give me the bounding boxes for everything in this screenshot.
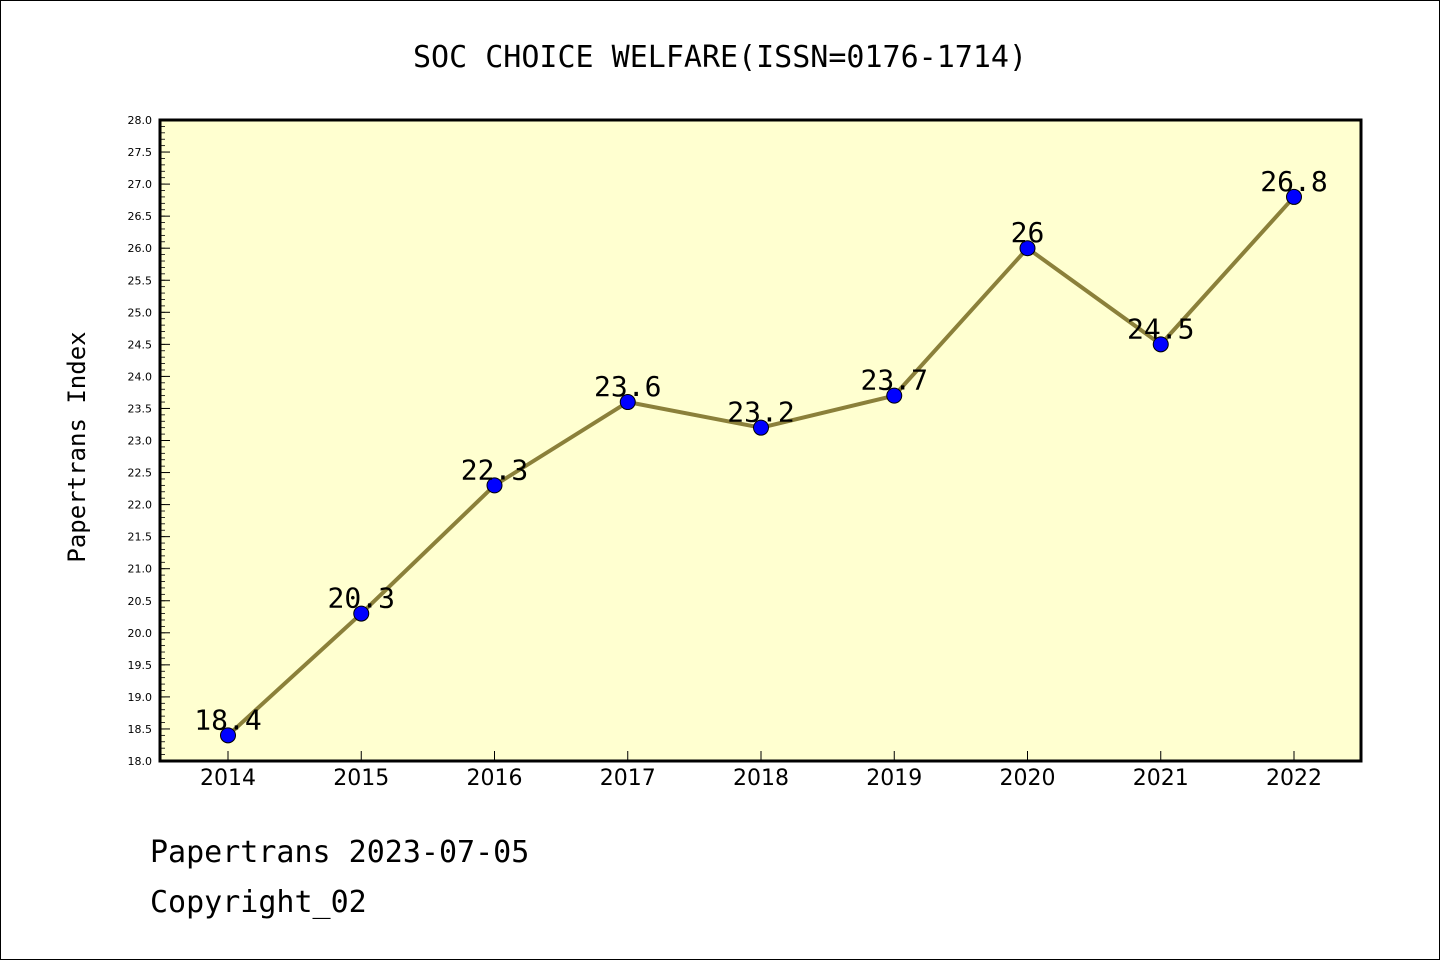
y-axis-label: Papertrans Index [63, 331, 91, 562]
data-point-marker [353, 605, 370, 622]
y-tick-label: 26.5 [128, 210, 153, 223]
data-label: 22.3 [461, 453, 528, 486]
data-label: 23.2 [727, 396, 794, 429]
y-tick-label: 26.0 [128, 242, 153, 255]
data-point-marker [1152, 336, 1169, 353]
y-tick-label: 21.5 [128, 531, 153, 544]
y-tick-label: 20.5 [128, 595, 153, 608]
y-tick-label: 19.5 [128, 659, 153, 672]
x-tick-label: 2021 [1133, 766, 1189, 791]
data-label: 23.7 [861, 364, 928, 397]
y-tick-label: 20.0 [128, 627, 153, 640]
chart-title: SOC CHOICE WELFARE(ISSN=0176-1714) [413, 40, 1027, 75]
data-point-marker [1019, 240, 1036, 257]
y-tick-label: 27.0 [128, 178, 153, 191]
x-tick-label: 2022 [1266, 766, 1322, 791]
y-tick-label: 18.5 [128, 723, 153, 736]
data-point-marker [1286, 188, 1302, 205]
data-point-marker [619, 394, 636, 411]
data-label: 26.8 [1260, 165, 1327, 198]
footer-copyright: Copyright_02 [150, 885, 367, 920]
x-axis: 2014 2015 2016 2017 2018 2019 2020 2021 2022 [200, 751, 1322, 791]
y-tick-label: 25.0 [128, 306, 153, 319]
data-label: 23.6 [594, 370, 661, 403]
y-tick-label: 27.5 [128, 146, 153, 159]
data-point-marker [486, 477, 503, 494]
data-point-marker [886, 387, 903, 404]
footer-date: Papertrans 2023-07-05 [150, 835, 530, 870]
data-label: 26 [1011, 216, 1045, 249]
y-tick-label: 24.0 [128, 370, 153, 383]
x-tick-label: 2016 [467, 766, 523, 791]
x-tick-label: 2020 [1000, 766, 1056, 791]
y-tick-label: 21.0 [128, 563, 153, 576]
data-point-marker [753, 419, 769, 436]
y-tick-label: 22.5 [128, 467, 153, 480]
data-point-marker [220, 727, 236, 744]
x-tick-label: 2014 [200, 766, 256, 791]
y-tick-label: 23.0 [128, 435, 153, 448]
y-tick-label: 22.0 [128, 499, 153, 512]
y-tick-label: 18.0 [128, 755, 153, 768]
x-tick-label: 2018 [733, 766, 789, 791]
data-label: 20.3 [328, 582, 395, 615]
y-tick-label: 23.5 [128, 402, 153, 415]
data-label: 18.4 [194, 703, 261, 736]
x-tick-label: 2019 [866, 766, 922, 791]
data-label: 24.5 [1127, 312, 1194, 345]
x-tick-label: 2017 [600, 766, 656, 791]
y-tick-label: 24.5 [128, 338, 153, 351]
y-axis: 18.0 18.5 19.0 19.5 20.0 20.5 21.0 21.5 22.0 22.5… [128, 114, 170, 768]
y-tick-label: 28.0 [128, 114, 153, 127]
y-tick-label: 25.5 [128, 274, 153, 287]
series-markers [220, 188, 1302, 744]
y-tick-label: 19.0 [128, 691, 153, 704]
x-tick-label: 2015 [333, 766, 389, 791]
data-labels: 18.4 20.3 22.3 23.6 23.2 23.7 26 24.5 26.8 [194, 165, 1327, 736]
plot-area [158, 118, 1363, 763]
